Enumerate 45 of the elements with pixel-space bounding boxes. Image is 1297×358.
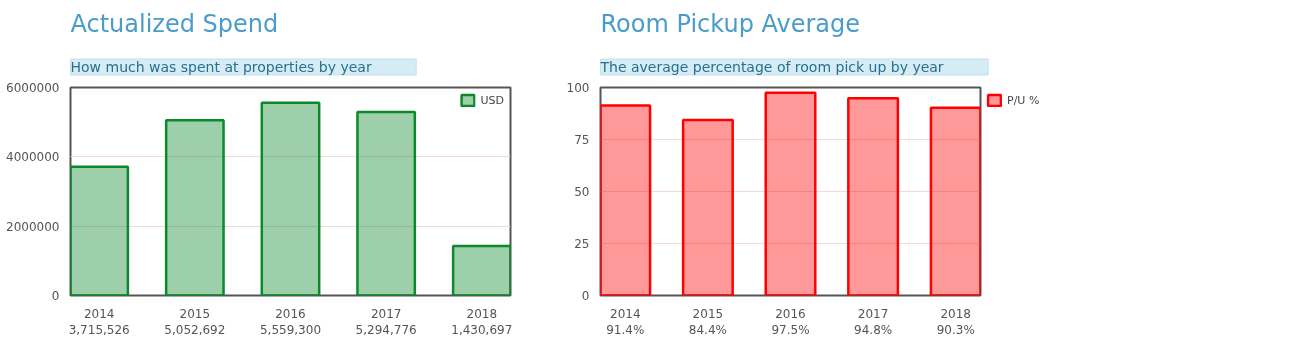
- text: 5,294,776: [355, 323, 417, 338]
- x-tick-label: 2017: [370, 306, 402, 321]
- x-tick-label: 2016: [275, 306, 306, 321]
- y-tick-label: 2000000: [6, 219, 60, 234]
- x-tick-label: 2018: [466, 306, 498, 321]
- x-tick-label: 2017: [857, 306, 889, 321]
- bar: [260, 101, 321, 296]
- legend-label: USD: [480, 93, 504, 107]
- bar: [847, 97, 900, 296]
- x-tick-label: 2018: [940, 306, 971, 321]
- x-tick-label: 2016: [775, 306, 806, 321]
- text: 91.4%: [606, 323, 645, 338]
- x-tick-label: 2014: [610, 306, 641, 321]
- y-tick-label: 25: [574, 237, 590, 251]
- bar: [70, 165, 130, 296]
- chart-title: Actualized Spend: [70, 9, 279, 38]
- legend-label: P/U %: [1007, 93, 1040, 107]
- text: 5,559,300: [259, 323, 322, 338]
- bar: [764, 91, 817, 296]
- x-tick-label: 2015: [179, 306, 211, 321]
- y-tick-label: 6000000: [6, 81, 60, 95]
- text: 90.3%: [936, 323, 975, 338]
- bar: [929, 106, 981, 296]
- bar: [681, 118, 734, 296]
- y-tick-label: 75: [574, 133, 590, 147]
- y-tick-label: 50: [574, 185, 590, 199]
- bar: [356, 110, 417, 296]
- text: 1,430,697: [451, 323, 513, 338]
- y-tick-label: 0: [51, 289, 60, 303]
- y-tick-label: 4000000: [6, 150, 60, 165]
- text: 97.5%: [771, 323, 810, 338]
- text: 3,715,526: [68, 323, 130, 338]
- text: 84.4%: [688, 323, 727, 338]
- y-tick-label: 0: [581, 289, 590, 303]
- bar: [451, 244, 511, 296]
- text: 5,052,692: [164, 323, 226, 338]
- bar: [164, 119, 225, 296]
- x-tick-label: 2015: [692, 306, 724, 321]
- y-tick-label: 100: [566, 81, 590, 95]
- x-tick-label: 2014: [83, 306, 115, 321]
- chart-title: Room Pickup Average: [600, 9, 861, 38]
- chart-subtitle: How much was spent at properties by year: [70, 59, 372, 75]
- chart-subtitle: The average percentage of room pick up by year: [599, 59, 944, 75]
- text: 94.8%: [854, 323, 893, 338]
- bar: [600, 104, 652, 296]
